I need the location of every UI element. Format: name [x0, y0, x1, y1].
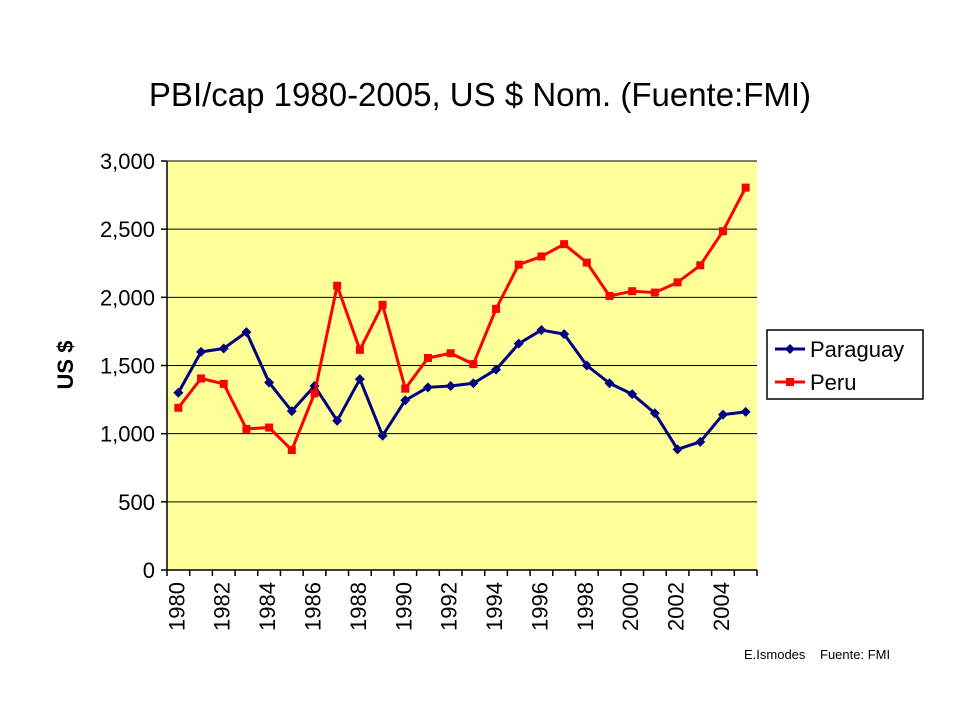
data-point-peru	[423, 354, 432, 363]
data-point-paraguay	[354, 374, 365, 385]
data-point-peru	[310, 389, 319, 398]
y-axis-ticks: 0 500 1,000 1,500 2,000 2,500 3,000	[100, 149, 167, 583]
data-point-peru	[355, 345, 364, 354]
x-tick-label: 1984	[255, 582, 280, 631]
x-tick-label: 1998	[573, 582, 598, 631]
data-point-paraguay	[627, 389, 638, 400]
data-point-peru	[287, 446, 296, 455]
data-point-peru	[242, 424, 251, 433]
legend-marker	[786, 378, 794, 386]
data-point-paraguay	[536, 325, 547, 336]
data-point-paraguay	[332, 415, 343, 426]
data-point-paraguay	[264, 377, 275, 388]
chart-title: PBI/cap 1980-2005, US $ Nom. (Fuente:FMI…	[149, 76, 811, 113]
data-point-peru	[560, 240, 569, 249]
x-tick-label: 1996	[527, 582, 552, 631]
data-point-peru	[197, 374, 206, 383]
legend-label: Peru	[810, 370, 856, 395]
x-tick-label: 1988	[346, 582, 371, 631]
data-point-paraguay	[581, 360, 592, 371]
data-point-peru	[650, 288, 659, 297]
data-point-peru	[492, 304, 501, 313]
legend-marker	[785, 344, 795, 354]
y-tick-label: 500	[118, 490, 155, 515]
data-point-peru	[582, 258, 591, 267]
series-paraguay	[173, 325, 751, 455]
data-point-peru	[514, 260, 523, 269]
x-tick-label: 1982	[210, 582, 235, 631]
x-tick-label: 1994	[482, 582, 507, 631]
y-tick-label: 3,000	[100, 149, 155, 174]
y-tick-label: 1,000	[100, 422, 155, 447]
legend-label: Paraguay	[810, 337, 904, 362]
data-point-peru	[333, 281, 342, 290]
data-point-peru	[673, 278, 682, 287]
credit-source: Fuente: FMI	[820, 647, 890, 662]
data-point-paraguay	[286, 406, 297, 417]
data-point-paraguay	[422, 382, 433, 393]
credit-author: E.Ismodes	[744, 647, 806, 662]
series-layer	[173, 183, 751, 455]
data-point-paraguay	[241, 327, 252, 338]
data-point-paraguay	[377, 430, 388, 441]
data-point-paraguay	[695, 436, 706, 447]
legend-box	[766, 329, 924, 400]
data-point-paraguay	[400, 395, 411, 406]
x-tick-label: 1986	[301, 582, 326, 631]
data-point-peru	[401, 384, 410, 393]
data-point-paraguay	[672, 444, 683, 455]
data-point-paraguay	[604, 378, 615, 389]
data-point-peru	[265, 423, 274, 432]
data-point-peru	[537, 252, 546, 261]
data-point-paraguay	[218, 343, 229, 354]
data-point-paraguay	[649, 408, 660, 419]
data-point-peru	[741, 183, 750, 192]
data-point-paraguay	[513, 338, 524, 349]
series-peru	[174, 183, 750, 455]
x-tick-label: 2004	[709, 582, 734, 631]
y-axis-label: US $	[53, 341, 78, 390]
data-point-paraguay	[173, 387, 184, 398]
y-tick-label: 0	[143, 558, 155, 583]
grid-lines	[167, 160, 757, 503]
data-point-peru	[628, 287, 637, 296]
data-point-peru	[469, 360, 478, 369]
data-point-paraguay	[445, 380, 456, 391]
legend: Paraguay Peru	[766, 329, 924, 400]
data-point-peru	[605, 291, 614, 300]
y-tick-label: 1,500	[100, 354, 155, 379]
data-point-peru	[378, 300, 387, 309]
data-point-paraguay	[491, 364, 502, 375]
data-point-paraguay	[559, 329, 570, 340]
data-point-paraguay	[740, 406, 751, 417]
y-tick-label: 2,000	[100, 285, 155, 310]
data-point-paraguay	[196, 346, 207, 357]
x-tick-label: 2002	[664, 582, 689, 631]
data-point-peru	[446, 349, 455, 358]
x-tick-label: 1990	[391, 582, 416, 631]
data-point-peru	[219, 379, 228, 388]
data-point-peru	[696, 261, 705, 270]
data-point-paraguay	[468, 378, 479, 389]
data-point-paraguay	[717, 409, 728, 420]
legend-item-paraguay: Paraguay	[775, 337, 904, 362]
x-tick-label: 1992	[437, 582, 462, 631]
data-point-peru	[174, 403, 183, 412]
x-tick-label: 1980	[164, 582, 189, 631]
x-tick-label: 2000	[618, 582, 643, 631]
legend-item-peru: Peru	[775, 370, 856, 395]
series-line-paraguay	[177, 328, 746, 451]
data-point-peru	[718, 227, 727, 236]
y-tick-label: 2,500	[100, 217, 155, 242]
x-axis-ticks: 1980 1982 1984 1986 1988 1990 1992 1994 1996 1998…	[164, 570, 758, 631]
